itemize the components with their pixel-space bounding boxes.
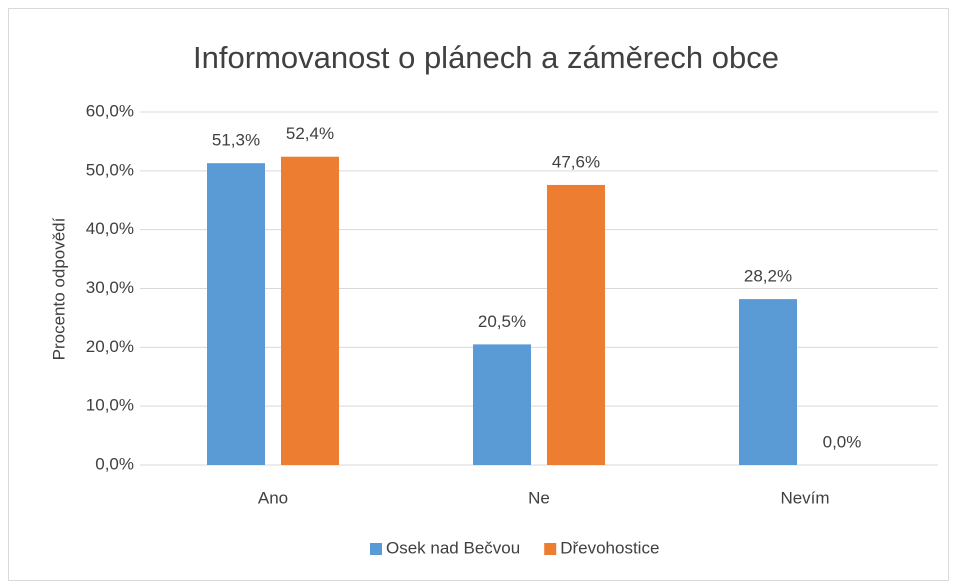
- value-label: 47,6%: [552, 152, 600, 171]
- y-tick-label: 10,0%: [86, 396, 134, 415]
- value-label: 51,3%: [212, 131, 260, 150]
- value-label: 28,2%: [744, 267, 792, 286]
- y-tick-label: 30,0%: [86, 278, 134, 297]
- chart-title: Informovanost o plánech a záměrech obce: [193, 40, 779, 75]
- y-axis-label: Procento odpovědí: [49, 217, 68, 360]
- legend-label: Osek nad Bečvou: [386, 538, 520, 557]
- legend-swatch: [370, 543, 382, 555]
- x-tick-label: Nevím: [780, 488, 829, 507]
- value-label: 52,4%: [286, 124, 334, 143]
- bar: [547, 184, 605, 465]
- bar: [281, 156, 339, 466]
- bar: [473, 344, 531, 465]
- legend-swatch: [544, 543, 557, 555]
- y-tick-label: 60,0%: [86, 101, 134, 120]
- x-tick-label: Ne: [528, 488, 550, 507]
- chart-frame: [8, 8, 949, 581]
- x-tick-label: Ano: [258, 488, 288, 507]
- bar: [739, 299, 797, 465]
- y-tick-label: 0,0%: [95, 454, 134, 473]
- value-label: 0,0%: [823, 432, 862, 451]
- y-tick-label: 20,0%: [86, 337, 134, 356]
- y-tick-label: 50,0%: [86, 160, 134, 179]
- bar: [207, 163, 265, 465]
- value-label: 20,5%: [478, 312, 526, 331]
- y-tick-label: 40,0%: [86, 219, 134, 238]
- legend-label: Dřevohostice: [560, 538, 659, 557]
